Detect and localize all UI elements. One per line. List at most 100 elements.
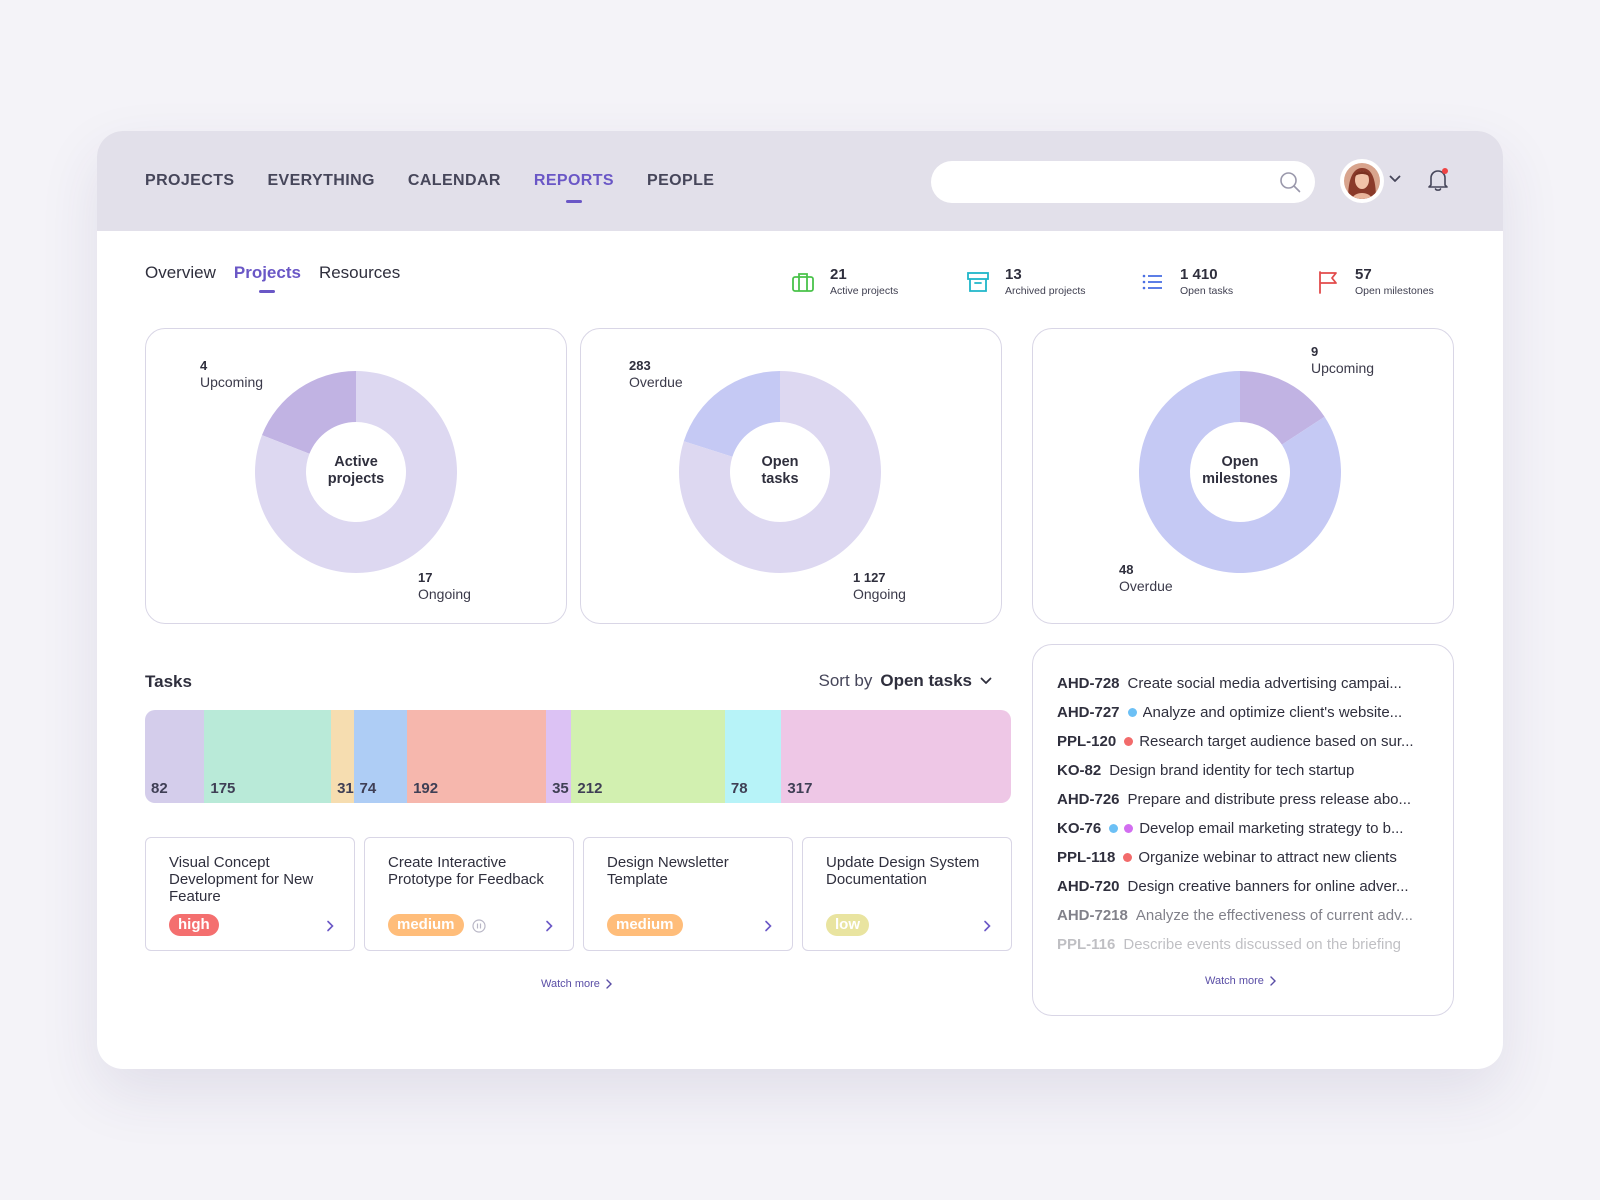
top-navigation-bar: PROJECTS EVERYTHING CALENDAR REPORTS PEO… (97, 131, 1503, 231)
task-id: KO-82 (1057, 762, 1102, 779)
task-card-title: Create Interactive Prototype for Feedbac… (388, 854, 544, 888)
nav-everything[interactable]: EVERYTHING (267, 172, 375, 189)
chevron-right-icon[interactable] (326, 920, 334, 932)
task-card-title: Update Design System Documentation (826, 854, 980, 888)
open-tasks-donut (679, 371, 881, 573)
task-text: Develop email marketing strategy to b... (1139, 820, 1404, 837)
donut-segment-ongoing (255, 371, 457, 573)
task-list-item[interactable]: PPL-116 Describe events discussed on the … (1057, 930, 1437, 959)
task-bar-segment[interactable]: 74 (353, 710, 408, 803)
task-bar-segment[interactable]: 31 (331, 710, 354, 803)
active-projects-donut (255, 371, 457, 573)
chevron-right-icon[interactable] (545, 920, 553, 932)
task-bar-segment[interactable]: 82 (145, 710, 205, 803)
task-list-item[interactable]: AHD-728 Create social media advertising c… (1057, 669, 1437, 698)
nav-calendar[interactable]: CALENDAR (407, 172, 501, 189)
status-dot (1127, 708, 1137, 717)
watch-more-label: Watch more (1205, 975, 1264, 987)
task-bar-segment[interactable]: 35 (546, 710, 572, 803)
tasks-stacked-bar: 82 175 31 74 192 35 212 78 317 (145, 710, 1011, 803)
nav-reports[interactable]: REPORTS (533, 172, 615, 203)
task-text: Design creative banners for online adver… (1127, 878, 1409, 895)
chevron-right-icon (1270, 976, 1276, 986)
task-card[interactable]: Update Design System Documentation low (802, 837, 1012, 951)
donut-label-upcoming: 4 Upcoming (200, 358, 264, 390)
watch-more-label: Watch more (541, 978, 600, 990)
task-bar-segment[interactable]: 317 (781, 710, 1011, 803)
bell-icon[interactable] (1426, 167, 1450, 193)
task-id: PPL-118 (1057, 849, 1116, 866)
task-text: Organize webinar to attract new clients (1138, 849, 1397, 866)
donut-center-label: Open tasks (761, 454, 799, 487)
task-text: Create social media advertising campai..… (1127, 675, 1402, 692)
task-list-item[interactable]: PPL-118 Organize webinar to attract new c… (1057, 843, 1437, 872)
priority-badge: medium (607, 914, 683, 936)
watch-more-list-link[interactable]: Watch more (1205, 975, 1276, 987)
stat-label: Archived projects (1005, 285, 1086, 297)
task-list-item[interactable]: PPL-120 Research target audience based on… (1057, 727, 1437, 756)
task-text: Research target audience based on sur... (1139, 733, 1414, 750)
task-text: Describe events discussed on the briefin… (1123, 936, 1402, 953)
watch-more-tasks-link[interactable]: Watch more (541, 978, 612, 990)
stat-open-milestones: 57 Open milestones (1315, 267, 1434, 297)
task-bar-segment[interactable]: 78 (724, 710, 782, 803)
open-tasks-card: Open tasks 283 Overdue 1 127 Ongoing (580, 328, 1002, 624)
chevron-right-icon[interactable] (983, 920, 991, 932)
task-id: PPL-120 (1057, 733, 1117, 750)
sort-by-value: Open tasks (880, 671, 972, 690)
donut-segment-overdue (1139, 371, 1341, 573)
sort-by-dropdown[interactable]: Sort by Open tasks (818, 671, 992, 691)
task-card[interactable]: Create Interactive Prototype for Feedbac… (364, 837, 574, 951)
tab-overview[interactable]: Overview (145, 263, 216, 282)
dashboard-window: PROJECTS EVERYTHING CALENDAR REPORTS PEO… (97, 131, 1503, 1069)
task-card-title: Design Newsletter Template (607, 854, 729, 888)
stat-archived-projects: 13 Archived projects (965, 267, 1086, 297)
tasks-title: Tasks (145, 672, 192, 691)
task-list-item[interactable]: AHD-720 Design creative banners for onlin… (1057, 872, 1437, 901)
task-id: AHD-727 (1057, 704, 1120, 721)
task-id: AHD-7218 (1057, 907, 1128, 924)
nav-people[interactable]: PEOPLE (647, 172, 715, 189)
task-card[interactable]: Visual Concept Development for New Featu… (145, 837, 355, 951)
chevron-down-icon[interactable] (1389, 175, 1401, 183)
task-id: PPL-116 (1057, 936, 1116, 953)
priority-badge: low (826, 914, 869, 936)
sort-by-label: Sort by (818, 671, 873, 690)
task-text: Analyze the effectiveness of current adv… (1135, 907, 1413, 924)
search-box (931, 161, 1315, 203)
pause-icon[interactable] (472, 919, 486, 933)
task-list-item[interactable]: AHD-726 Prepare and distribute press rele… (1057, 785, 1437, 814)
nav-projects[interactable]: PROJECTS (145, 172, 235, 189)
task-bar-value: 78 (730, 780, 748, 797)
priority-badge: medium (388, 914, 464, 936)
task-text: Design brand identity for tech startup (1109, 762, 1355, 779)
donut-segment-overdue (683, 371, 780, 457)
tab-projects[interactable]: Projects (233, 263, 301, 293)
stat-label: Active projects (830, 285, 899, 297)
task-list-item[interactable]: AHD-727 Analyze and optimize client's web… (1057, 698, 1437, 727)
task-id: KO-76 (1057, 820, 1102, 837)
stat-open-tasks: 1 410 Open tasks (1140, 267, 1233, 297)
task-card[interactable]: Design Newsletter Template medium (583, 837, 793, 951)
task-bar-segment[interactable]: 212 (571, 710, 725, 803)
task-bar-value: 192 (413, 780, 439, 797)
tab-resources[interactable]: Resources (318, 263, 401, 282)
task-bar-segment[interactable]: 175 (204, 710, 332, 803)
donut-label-upcoming: 9 Upcoming (1311, 344, 1375, 376)
chevron-right-icon[interactable] (764, 920, 772, 932)
search-icon[interactable] (1279, 171, 1301, 193)
task-bar-value: 317 (787, 780, 813, 797)
search-input[interactable] (951, 161, 1271, 203)
flag-icon (1319, 271, 1337, 294)
task-id: AHD-728 (1057, 675, 1120, 692)
task-list-item[interactable]: KO-76 Develop email marketing strategy to… (1057, 814, 1437, 843)
status-dot (1124, 737, 1134, 746)
donut-segment-upcoming (1240, 371, 1325, 445)
stat-value: 13 (1005, 266, 1022, 283)
user-avatar[interactable] (1340, 159, 1384, 203)
task-bar-value: 212 (577, 780, 603, 797)
donut-center-label: Open milestones (1202, 454, 1278, 487)
task-bar-segment[interactable]: 192 (407, 710, 547, 803)
task-list-item[interactable]: AHD-7218 Analyze the effectiveness of cur… (1057, 901, 1437, 930)
task-list-item[interactable]: KO-82 Design brand identity for tech star… (1057, 756, 1437, 785)
